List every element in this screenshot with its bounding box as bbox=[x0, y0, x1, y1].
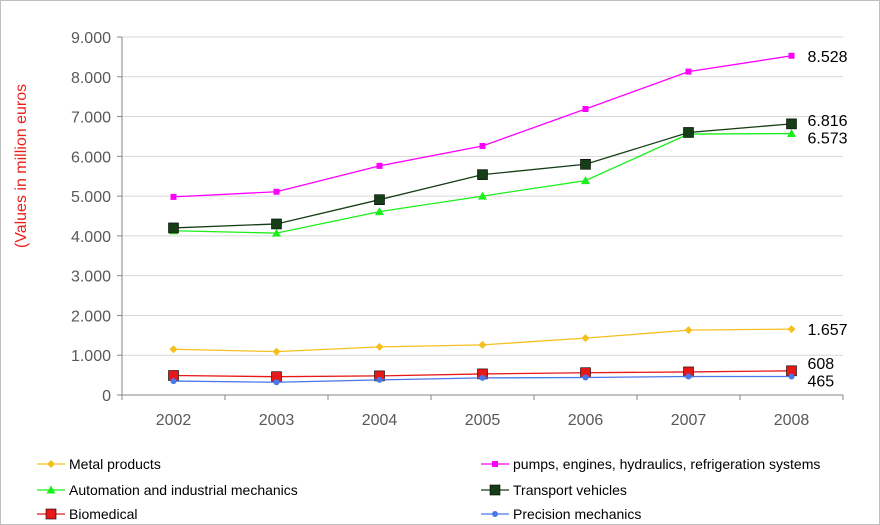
data-point bbox=[684, 326, 693, 335]
data-point bbox=[375, 342, 384, 351]
legend-marker bbox=[489, 484, 501, 496]
data-point bbox=[169, 345, 178, 354]
end-value-label: 608 bbox=[808, 356, 835, 373]
data-point bbox=[375, 207, 384, 216]
y-tick-label: 7.000 bbox=[71, 110, 111, 127]
x-tick-label: 2006 bbox=[568, 412, 604, 429]
data-point bbox=[683, 127, 694, 138]
y-tick-labels: 0 1.000 2.000 3.000 4.000 5.000 6.000 7.000 8.00… bbox=[71, 30, 111, 405]
y-axis-label: (Values in million euros bbox=[13, 84, 30, 248]
legend-item: pumps, engines, hydraulics, refrigeratio… bbox=[481, 456, 820, 472]
data-point bbox=[581, 176, 590, 185]
data-point bbox=[376, 376, 383, 383]
data-point bbox=[168, 222, 179, 234]
data-point bbox=[787, 129, 796, 138]
legend-label: Precision mechanics bbox=[513, 506, 641, 522]
legend-marker bbox=[47, 460, 55, 468]
legend-item: Automation and industrial mechanics bbox=[37, 482, 298, 498]
data-point bbox=[580, 158, 591, 170]
legend-label: Automation and industrial mechanics bbox=[69, 482, 298, 498]
data-point bbox=[272, 228, 281, 237]
legend-label: Metal products bbox=[69, 456, 161, 472]
y-tick-label: 0 bbox=[102, 388, 111, 405]
data-point bbox=[685, 373, 692, 380]
x-tick-label: 2004 bbox=[362, 412, 398, 429]
data-point bbox=[170, 193, 177, 200]
end-value-label: 6.573 bbox=[808, 131, 848, 148]
x-tick-label: 2005 bbox=[465, 412, 501, 429]
data-point bbox=[788, 52, 795, 59]
x-tick-label: 2003 bbox=[259, 412, 295, 429]
end-value-label: 1.657 bbox=[808, 322, 848, 339]
y-tick-label: 8.000 bbox=[71, 70, 111, 87]
legend-item: Precision mechanics bbox=[481, 506, 641, 522]
legend-marker bbox=[45, 508, 57, 520]
y-tick-label: 6.000 bbox=[71, 149, 111, 166]
data-point bbox=[788, 373, 795, 380]
data-point bbox=[477, 169, 488, 180]
axes bbox=[117, 36, 844, 400]
legend-marker bbox=[492, 511, 498, 517]
legend: Metal products pumps, engines, hydraulics… bbox=[37, 456, 820, 522]
data-point bbox=[272, 347, 281, 356]
data-point bbox=[581, 334, 590, 343]
y-tick-label: 9.000 bbox=[71, 30, 111, 47]
data-point bbox=[478, 340, 487, 349]
series-0 bbox=[169, 325, 796, 356]
data-point bbox=[271, 218, 282, 230]
series-5 bbox=[170, 373, 795, 386]
legend-label: Transport vehicles bbox=[513, 482, 627, 498]
x-tick-label: 2008 bbox=[774, 412, 810, 429]
data-point bbox=[478, 191, 487, 200]
data-point bbox=[374, 194, 385, 205]
end-value-label: 8.528 bbox=[808, 49, 848, 66]
legend-item: Biomedical bbox=[37, 506, 137, 522]
y-tick-label: 3.000 bbox=[71, 269, 111, 286]
legend-label: Biomedical bbox=[69, 506, 137, 522]
legend-marker bbox=[492, 461, 498, 467]
series-1 bbox=[170, 52, 795, 200]
end-value-label: 465 bbox=[808, 374, 835, 391]
legend-item: Metal products bbox=[37, 456, 161, 472]
y-tick-label: 2.000 bbox=[71, 308, 111, 325]
data-point bbox=[582, 105, 589, 112]
end-value-label: 6.816 bbox=[808, 113, 848, 130]
y-tick-label: 4.000 bbox=[71, 229, 111, 246]
legend-item: Transport vehicles bbox=[481, 482, 627, 498]
data-point bbox=[376, 162, 383, 169]
data-point bbox=[787, 325, 796, 334]
x-tick-label: 2007 bbox=[671, 412, 707, 429]
y-tick-label: 5.000 bbox=[71, 189, 111, 206]
legend-label: pumps, engines, hydraulics, refrigeratio… bbox=[513, 456, 820, 472]
data-point bbox=[170, 378, 177, 385]
data-point bbox=[479, 142, 486, 149]
data-point bbox=[786, 118, 797, 130]
data-point bbox=[479, 374, 486, 381]
data-point bbox=[582, 374, 589, 381]
data-point bbox=[273, 188, 280, 195]
data-point bbox=[685, 68, 692, 75]
x-tick-labels: 2002 2003 2004 2005 2006 2007 2008 bbox=[156, 412, 810, 429]
y-tick-label: 1.000 bbox=[71, 348, 111, 365]
data-point bbox=[273, 379, 280, 386]
series-3 bbox=[168, 118, 797, 234]
series-4 bbox=[168, 365, 797, 383]
x-tick-label: 2002 bbox=[156, 412, 192, 429]
legend-marker bbox=[46, 485, 56, 494]
series-lines bbox=[168, 52, 797, 386]
